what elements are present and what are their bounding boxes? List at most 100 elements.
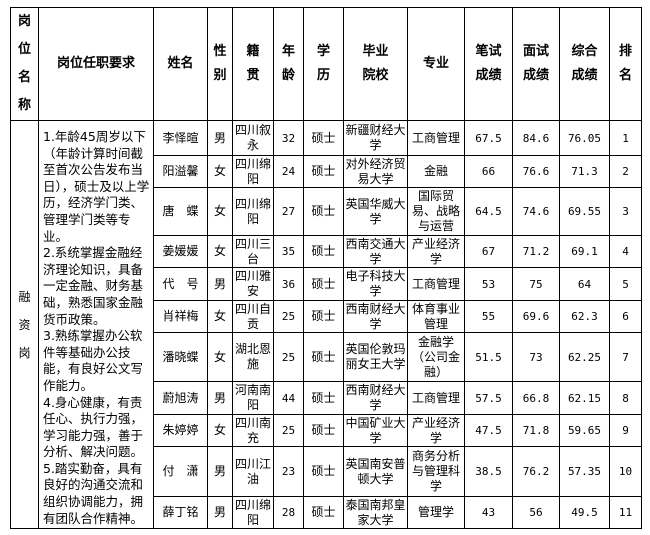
- school-cell: 电子科技大学: [343, 267, 408, 301]
- written-cell: 57.5: [464, 381, 513, 415]
- school-cell: 泰国南邦皇家大学: [343, 496, 408, 529]
- education-cell: 硕士: [303, 414, 344, 447]
- requirements-cell: 1.年龄45周岁以下（年龄计算时间截至首次公告发布当日），硕士及以上学历，经济学…: [38, 120, 154, 529]
- origin-cell: 四川绵阳: [232, 496, 274, 529]
- rank-cell: 3: [609, 187, 642, 236]
- header-school: 毕业 院校: [343, 7, 408, 121]
- header-rank: 排 名: [609, 7, 642, 121]
- age-cell: 32: [273, 120, 304, 156]
- major-cell: 工商管理: [407, 381, 465, 415]
- gender-cell: 男: [207, 496, 233, 529]
- interview-cell: 71.2: [512, 235, 560, 268]
- written-cell: 67: [464, 235, 513, 268]
- origin-cell: 四川雅安: [232, 267, 274, 301]
- education-cell: 硕士: [303, 496, 344, 529]
- gender-cell: 女: [207, 155, 233, 188]
- total-cell: 64: [559, 267, 610, 301]
- age-cell: 28: [273, 496, 304, 529]
- written-cell: 67.5: [464, 120, 513, 156]
- written-cell: 55: [464, 300, 513, 333]
- header-written: 笔试 成绩: [464, 7, 513, 121]
- total-cell: 49.5: [559, 496, 610, 529]
- interview-cell: 74.6: [512, 187, 560, 236]
- written-cell: 64.5: [464, 187, 513, 236]
- interview-cell: 76.2: [512, 446, 560, 497]
- name-cell: 李怿暄: [153, 120, 208, 156]
- education-cell: 硕士: [303, 155, 344, 188]
- gender-cell: 男: [207, 267, 233, 301]
- education-cell: 硕士: [303, 381, 344, 415]
- education-cell: 硕士: [303, 267, 344, 301]
- school-cell: 西南交通大学: [343, 235, 408, 268]
- table-row: 姜媛媛女四川三台 35 硕士 西南交通大学 产业经济学 67 71.2 69.1 4: [11, 235, 642, 268]
- gender-cell: 女: [207, 235, 233, 268]
- written-cell: 47.5: [464, 414, 513, 447]
- gender-cell: 男: [207, 381, 233, 415]
- origin-cell: 四川绵阳: [232, 187, 274, 236]
- table-row: 潘晓蝶女湖北恩施 25 硕士 英国伦敦玛丽女王大学 金融学（公司金融） 51.5 73 62.…: [11, 332, 642, 382]
- written-cell: 51.5: [464, 332, 513, 382]
- major-cell: 管理学: [407, 496, 465, 529]
- position-cell: 融 资 岗: [10, 120, 39, 529]
- age-cell: 27: [273, 187, 304, 236]
- header-age: 年 龄: [273, 7, 304, 121]
- age-cell: 25: [273, 414, 304, 447]
- rank-cell: 8: [609, 381, 642, 415]
- table-row: 蔚旭涛男河南南阳 44 硕士 西南财经大学 工商管理 57.5 66.8 62.15 8: [11, 381, 642, 415]
- total-cell: 57.35: [559, 446, 610, 497]
- interview-cell: 73: [512, 332, 560, 382]
- rank-cell: 9: [609, 414, 642, 447]
- origin-cell: 四川三台: [232, 235, 274, 268]
- origin-cell: 四川自贡: [232, 300, 274, 333]
- rank-cell: 4: [609, 235, 642, 268]
- interview-cell: 76.6: [512, 155, 560, 188]
- school-cell: 新疆财经大学: [343, 120, 408, 156]
- total-cell: 69.1: [559, 235, 610, 268]
- age-cell: 25: [273, 300, 304, 333]
- total-cell: 71.3: [559, 155, 610, 188]
- table-row: 朱婷婷女四川南充 25 硕士 中国矿业大学 产业经济学 47.5 71.8 59.65 9: [11, 414, 642, 447]
- gender-cell: 女: [207, 414, 233, 447]
- table-row: 肖祥梅女四川自贡 25 硕士 西南财经大学 体育事业管理 55 69.6 62.3 6: [11, 300, 642, 333]
- total-cell: 59.65: [559, 414, 610, 447]
- header-row: 岗 位 名 称 岗位任职要求 姓名 性 别 籍 贯 年 龄 学 历 毕业 院校 …: [10, 7, 642, 121]
- age-cell: 23: [273, 446, 304, 497]
- interview-cell: 71.8: [512, 414, 560, 447]
- written-cell: 66: [464, 155, 513, 188]
- written-cell: 38.5: [464, 446, 513, 497]
- gender-cell: 女: [207, 187, 233, 236]
- name-cell: 阳溢馨: [153, 155, 208, 188]
- rank-cell: 5: [609, 267, 642, 301]
- age-cell: 44: [273, 381, 304, 415]
- major-cell: 工商管理: [407, 120, 465, 156]
- total-cell: 62.15: [559, 381, 610, 415]
- rank-cell: 10: [609, 446, 642, 497]
- age-cell: 24: [273, 155, 304, 188]
- school-cell: 英国华威大学: [343, 187, 408, 236]
- name-cell: 代 号: [153, 267, 208, 301]
- name-cell: 唐 蝶: [153, 187, 208, 236]
- origin-cell: 河南南阳: [232, 381, 274, 415]
- name-cell: 潘晓蝶: [153, 332, 208, 382]
- major-cell: 金融: [407, 155, 465, 188]
- total-cell: 76.05: [559, 120, 610, 156]
- origin-cell: 四川叙永: [232, 120, 274, 156]
- gender-cell: 男: [207, 446, 233, 497]
- school-cell: 西南财经大学: [343, 381, 408, 415]
- interview-cell: 75: [512, 267, 560, 301]
- name-cell: 蔚旭涛: [153, 381, 208, 415]
- age-cell: 36: [273, 267, 304, 301]
- interview-cell: 84.6: [512, 120, 560, 156]
- education-cell: 硕士: [303, 235, 344, 268]
- age-cell: 25: [273, 332, 304, 382]
- table-row: 薛丁铭男四川绵阳 28 硕士 泰国南邦皇家大学 管理学 43 56 49.5 11: [11, 496, 642, 529]
- results-table: 岗 位 名 称 岗位任职要求 姓名 性 别 籍 贯 年 龄 学 历 毕业 院校 …: [10, 7, 642, 529]
- total-cell: 69.55: [559, 187, 610, 236]
- header-gender: 性 别: [207, 7, 233, 121]
- header-origin: 籍 贯: [232, 7, 274, 121]
- name-cell: 姜媛媛: [153, 235, 208, 268]
- table-row: 融 资 岗 1.年龄45周岁以下（年龄计算时间截至首次公告发布当日），硕士及以上学…: [10, 120, 642, 529]
- header-position: 岗 位 名 称: [10, 7, 39, 121]
- header-requirements: 岗位任职要求: [38, 7, 154, 121]
- name-cell: 薛丁铭: [153, 496, 208, 529]
